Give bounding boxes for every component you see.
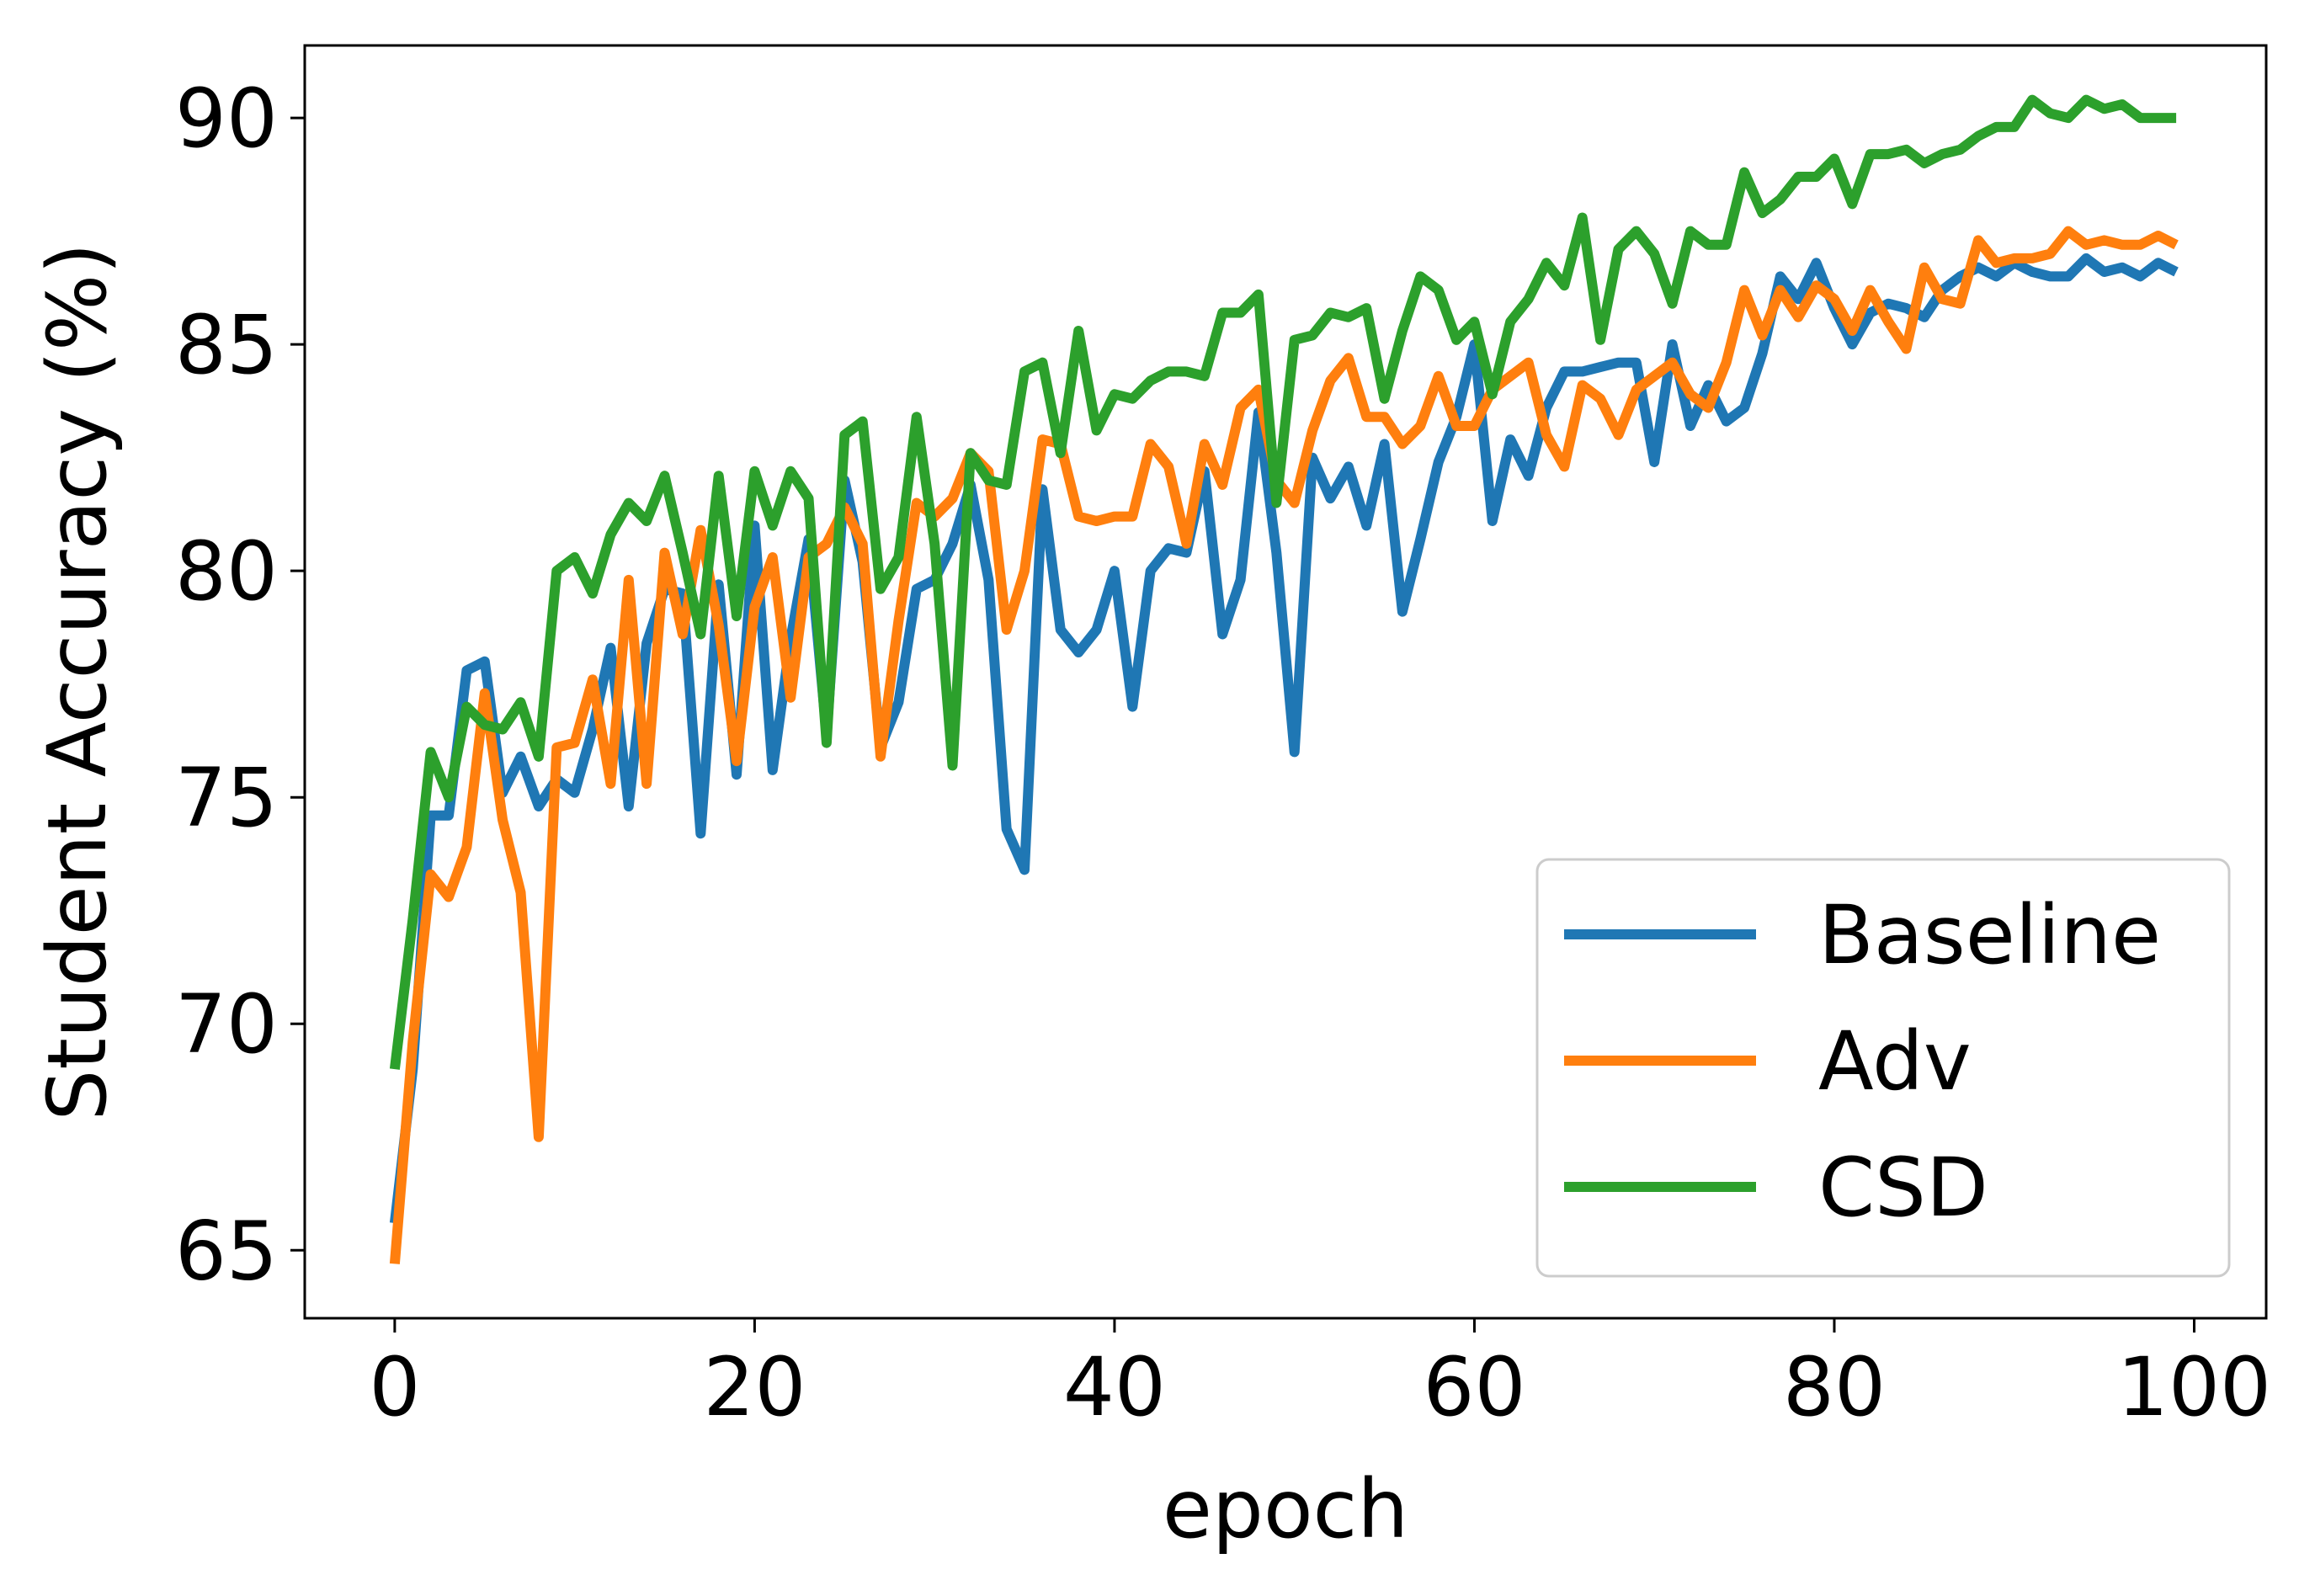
y-tick-label: 70	[175, 977, 278, 1072]
y-axis: 65 70 75 80 85 90	[175, 72, 305, 1298]
legend-box	[1535, 858, 2231, 1278]
legend-label-csd: CSD	[1818, 1141, 1988, 1235]
y-axis-label: Student Accuracy (%)	[30, 242, 125, 1120]
x-tick-label: 60	[1423, 1340, 1525, 1434]
y-tick-label: 85	[175, 298, 278, 392]
x-tick-label: 80	[1783, 1340, 1886, 1434]
y-tick-label: 75	[175, 751, 278, 845]
x-axis: 0 20 40 60 80 100	[369, 1318, 2271, 1434]
y-tick-label: 90	[175, 72, 278, 166]
x-tick-label: 0	[369, 1340, 420, 1434]
x-tick-label: 100	[2117, 1340, 2271, 1434]
series-layer	[389, 94, 2179, 1264]
legend-label-adv: Adv	[1818, 1014, 1972, 1109]
series-line-csd	[389, 94, 2177, 1070]
x-axis-label: epoch	[1163, 1462, 1408, 1556]
legend: Baseline Adv CSD	[1535, 858, 2231, 1278]
y-tick-label: 80	[175, 524, 278, 619]
plot-area-frame	[303, 44, 2268, 1320]
y-tick-label: 65	[175, 1204, 278, 1298]
legend-label-baseline: Baseline	[1818, 888, 2161, 982]
x-tick-label: 20	[703, 1340, 806, 1434]
x-tick-label: 40	[1063, 1340, 1166, 1434]
